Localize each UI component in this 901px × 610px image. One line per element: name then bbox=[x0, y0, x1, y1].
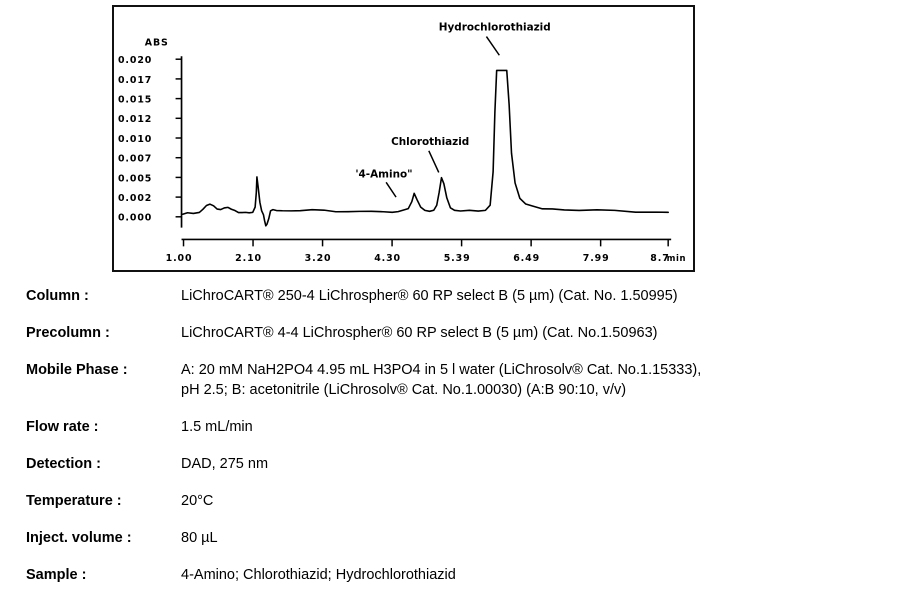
method-value: DAD, 275 nm bbox=[181, 454, 886, 474]
y-tick-label: 0.012 bbox=[118, 114, 152, 125]
method-value-line1: DAD, 275 nm bbox=[181, 456, 269, 472]
x-axis-tick-labels: 1.00 2.10 3.20 4.30 5.39 6.49 7.99 8.7 m… bbox=[166, 253, 686, 264]
method-value: 4-Amino; Chlorothiazid; Hydrochlorothiaz… bbox=[181, 565, 886, 585]
y-axis-tick-labels: 0.020 0.017 0.015 0.012 0.010 0.007 0.00… bbox=[118, 55, 152, 224]
method-label: Temperature : bbox=[26, 493, 122, 509]
method-value: A: 20 mM NaH2PO4 4.95 mL H3PO4 in 5 l wa… bbox=[181, 360, 886, 400]
method-value-line1: 80 µL bbox=[181, 530, 218, 546]
x-axis-ticks bbox=[182, 239, 669, 247]
x-tick-label: 1.00 bbox=[166, 253, 193, 264]
method-value-line1: LiChroCART® 4-4 LiChrospher® 60 RP selec… bbox=[181, 325, 658, 341]
method-value-line1: A: 20 mM NaH2PO4 4.95 mL H3PO4 in 5 l wa… bbox=[181, 362, 702, 378]
method-row-flow-rate: Flow rate : 1.5 mL/min bbox=[26, 417, 886, 437]
x-tick-label: 3.20 bbox=[305, 253, 332, 264]
y-tick-label: 0.017 bbox=[118, 75, 152, 86]
x-tick-label: 7.99 bbox=[583, 253, 610, 264]
annotation-chlorothiazid: Chlorothiazid bbox=[391, 136, 469, 148]
y-tick-label: 0.020 bbox=[118, 55, 152, 66]
method-label: Mobile Phase : bbox=[26, 362, 128, 378]
method-row-precolumn: Precolumn : LiChroCART® 4-4 LiChrospher®… bbox=[26, 323, 886, 343]
method-row-sample: Sample : 4-Amino; Chlorothiazid; Hydroch… bbox=[26, 565, 886, 585]
annotation-4-amino: '4-Amino" bbox=[355, 168, 412, 180]
method-label: Inject. volume : bbox=[26, 530, 132, 546]
method-row-column: Column : LiChroCART® 250-4 LiChrospher® … bbox=[26, 286, 886, 306]
method-value-line1: 20°C bbox=[181, 493, 214, 509]
y-tick-label: 0.015 bbox=[118, 95, 152, 106]
y-tick-label: 0.000 bbox=[118, 213, 152, 224]
method-value: 20°C bbox=[181, 491, 886, 511]
leader-4-amino bbox=[385, 181, 397, 198]
annotation-hydrochlorothiazid: Hydrochlorothiazid bbox=[439, 22, 551, 34]
y-tick-label: 0.002 bbox=[118, 193, 152, 204]
y-axis-title: ABS bbox=[145, 37, 169, 48]
method-label: Detection : bbox=[26, 456, 101, 472]
x-tick-label: 2.10 bbox=[235, 253, 262, 264]
method-row-detection: Detection : DAD, 275 nm bbox=[26, 454, 886, 474]
chromatogram-trace bbox=[181, 69, 669, 227]
x-tick-label: 5.39 bbox=[444, 253, 471, 264]
y-tick-label: 0.010 bbox=[118, 134, 152, 145]
method-value: LiChroCART® 250-4 LiChrospher® 60 RP sel… bbox=[181, 286, 886, 306]
method-value-line1: 4-Amino; Chlorothiazid; Hydrochlorothiaz… bbox=[181, 567, 456, 583]
y-tick-label: 0.005 bbox=[118, 173, 152, 184]
method-label: Flow rate : bbox=[26, 419, 99, 435]
method-label: Sample : bbox=[26, 567, 87, 583]
chromatogram-plot: ABS 0.020 0.017 0.015 0.012 0.010 0.007 … bbox=[118, 22, 686, 264]
method-value-line1: 1.5 mL/min bbox=[181, 419, 253, 435]
method-row-inject-volume: Inject. volume : 80 µL bbox=[26, 528, 886, 548]
method-value-line2: pH 2.5; B: acetonitrile (LiChrosolv® Cat… bbox=[181, 382, 627, 398]
leader-chlorothiazid bbox=[428, 150, 440, 173]
x-axis-unit-label: min bbox=[667, 253, 686, 263]
x-tick-label: 6.49 bbox=[513, 253, 540, 264]
x-tick-label: 4.30 bbox=[374, 253, 401, 264]
annotation-leaders bbox=[385, 36, 500, 198]
y-tick-label: 0.007 bbox=[118, 154, 152, 165]
method-value: 80 µL bbox=[181, 528, 886, 548]
method-value: 1.5 mL/min bbox=[181, 417, 886, 437]
y-axis-ticks bbox=[175, 58, 182, 218]
method-value: LiChroCART® 4-4 LiChrospher® 60 RP selec… bbox=[181, 323, 886, 343]
x-tick-label: 8.7 bbox=[650, 253, 669, 264]
method-row-temperature: Temperature : 20°C bbox=[26, 491, 886, 511]
leader-hydrochlorothiazid bbox=[485, 36, 500, 56]
method-row-mobile-phase: Mobile Phase : A: 20 mM NaH2PO4 4.95 mL … bbox=[26, 360, 886, 400]
method-parameters: Column : LiChroCART® 250-4 LiChrospher® … bbox=[26, 286, 886, 602]
method-value-line1: LiChroCART® 250-4 LiChrospher® 60 RP sel… bbox=[181, 288, 678, 304]
method-label: Precolumn : bbox=[26, 325, 110, 341]
chromatogram-panel: ABS 0.020 0.017 0.015 0.012 0.010 0.007 … bbox=[112, 5, 695, 272]
method-label: Column : bbox=[26, 288, 89, 304]
